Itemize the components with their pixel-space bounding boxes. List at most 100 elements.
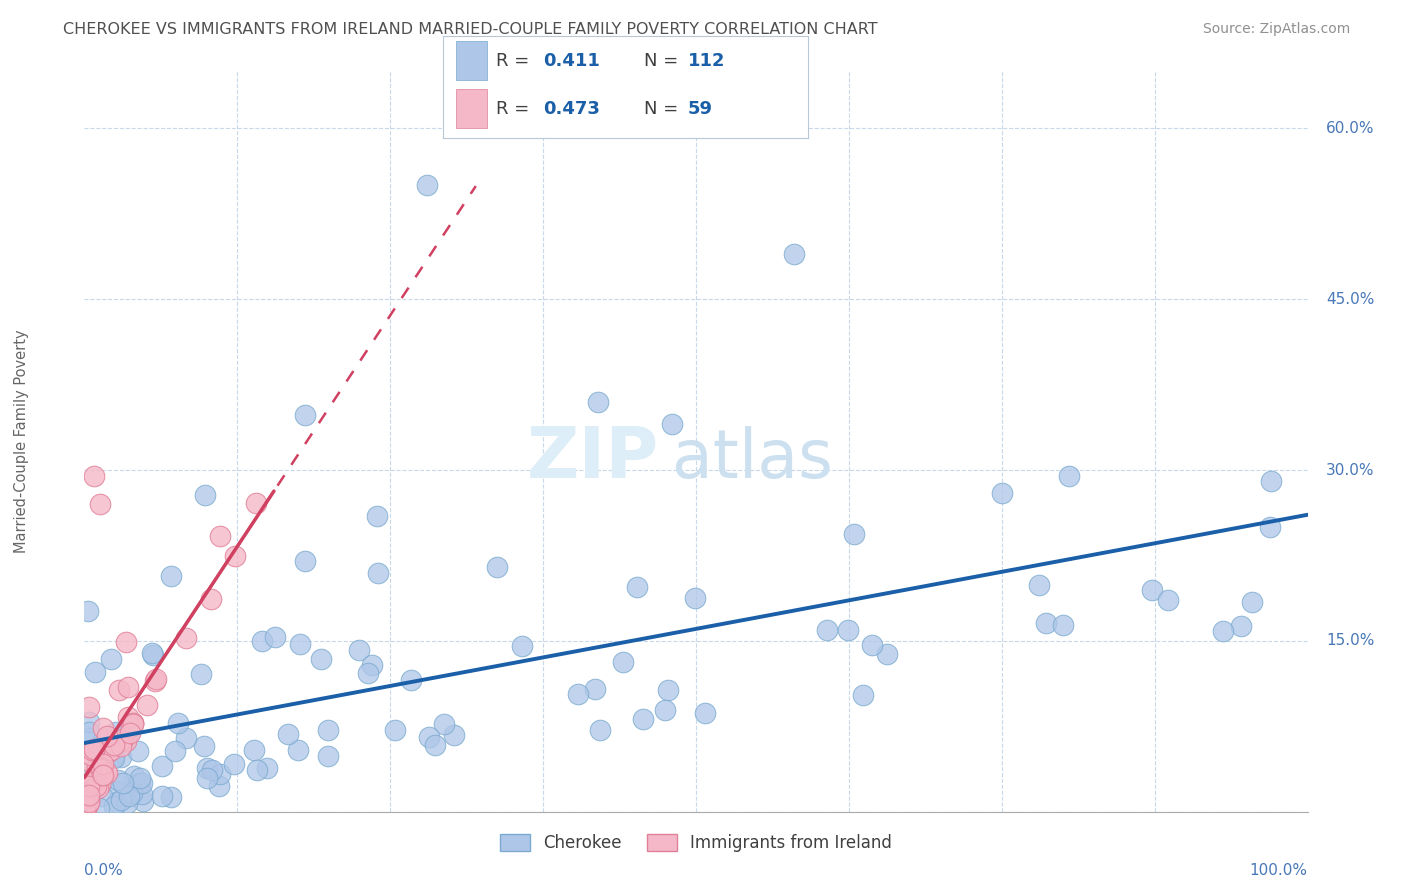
- Point: [815, 623, 838, 637]
- Point: [100, 742, 122, 756]
- Point: [118, 726, 141, 740]
- Point: [589, 723, 612, 738]
- Point: [96, 764, 118, 779]
- Point: [160, 790, 183, 805]
- Point: [361, 658, 384, 673]
- Text: 0.473: 0.473: [543, 100, 600, 118]
- Point: [127, 777, 149, 791]
- Point: [118, 789, 141, 804]
- Point: [143, 674, 166, 689]
- Point: [79, 731, 101, 746]
- Point: [104, 724, 127, 739]
- Point: [224, 549, 246, 564]
- Text: N =: N =: [644, 100, 678, 118]
- Point: [349, 643, 371, 657]
- Point: [96, 729, 118, 743]
- Point: [167, 715, 190, 730]
- Point: [193, 739, 215, 754]
- Point: [141, 646, 163, 660]
- Point: [160, 569, 183, 583]
- Point: [79, 725, 101, 739]
- Point: [783, 246, 806, 260]
- Point: [657, 683, 679, 698]
- Point: [80, 764, 103, 779]
- Text: N =: N =: [644, 52, 678, 70]
- Point: [80, 743, 103, 757]
- Point: [195, 772, 218, 786]
- Point: [876, 648, 898, 662]
- Point: [1230, 619, 1253, 633]
- Point: [837, 624, 859, 638]
- Point: [443, 728, 465, 742]
- Point: [87, 780, 110, 795]
- Point: [117, 710, 139, 724]
- Text: 60.0%: 60.0%: [1326, 120, 1375, 136]
- Point: [586, 394, 609, 409]
- Point: [1052, 618, 1074, 632]
- Point: [80, 784, 103, 798]
- Point: [311, 651, 333, 665]
- Point: [195, 761, 218, 775]
- Text: Source: ZipAtlas.com: Source: ZipAtlas.com: [1202, 22, 1350, 37]
- Point: [256, 761, 278, 775]
- Point: [100, 652, 122, 666]
- Point: [209, 529, 232, 543]
- Point: [120, 720, 142, 734]
- Point: [87, 801, 110, 815]
- Point: [77, 797, 100, 811]
- Point: [174, 631, 197, 645]
- Point: [1156, 593, 1178, 607]
- Point: [91, 756, 114, 771]
- Point: [73, 803, 96, 817]
- Point: [79, 714, 101, 729]
- Text: 45.0%: 45.0%: [1326, 292, 1374, 307]
- Point: [222, 757, 245, 772]
- Point: [1028, 577, 1050, 591]
- Point: [83, 743, 105, 757]
- Point: [103, 751, 125, 765]
- Point: [661, 417, 683, 432]
- Point: [107, 784, 129, 798]
- Point: [103, 739, 125, 753]
- Point: [83, 468, 105, 483]
- Point: [121, 716, 143, 731]
- Text: R =: R =: [496, 100, 529, 118]
- Point: [145, 672, 167, 686]
- Point: [108, 682, 131, 697]
- Point: [115, 734, 138, 748]
- Point: [991, 485, 1014, 500]
- Legend: Cherokee, Immigrants from Ireland: Cherokee, Immigrants from Ireland: [494, 828, 898, 859]
- Point: [142, 648, 165, 662]
- Point: [77, 779, 100, 793]
- Point: [399, 673, 422, 687]
- Point: [89, 497, 111, 511]
- Point: [485, 559, 508, 574]
- Point: [83, 774, 105, 789]
- Point: [423, 738, 446, 752]
- Point: [73, 800, 96, 814]
- Point: [510, 639, 533, 653]
- Point: [567, 687, 589, 701]
- Point: [633, 712, 655, 726]
- Point: [77, 604, 100, 618]
- Text: atlas: atlas: [672, 425, 832, 491]
- Point: [316, 723, 339, 737]
- Point: [135, 698, 157, 712]
- Point: [110, 750, 132, 764]
- Point: [583, 681, 606, 696]
- Point: [87, 774, 110, 789]
- Point: [416, 178, 439, 193]
- Point: [96, 765, 118, 780]
- Point: [844, 526, 866, 541]
- Point: [174, 731, 197, 745]
- Point: [83, 741, 105, 756]
- Point: [115, 797, 138, 811]
- Point: [612, 656, 634, 670]
- Point: [89, 742, 111, 756]
- Point: [77, 789, 100, 803]
- Point: [1212, 624, 1234, 639]
- Point: [120, 726, 142, 740]
- Point: [208, 779, 231, 793]
- Point: [77, 795, 100, 809]
- Point: [1258, 520, 1281, 534]
